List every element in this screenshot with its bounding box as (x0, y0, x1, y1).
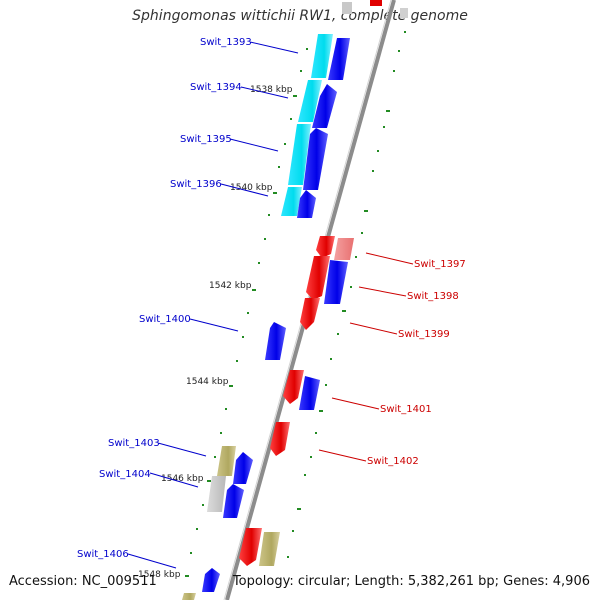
label-swit-1404[interactable]: Swit_1404 (99, 469, 151, 480)
label-swit-1400[interactable]: Swit_1400 (139, 314, 191, 325)
label-swit-1397[interactable]: Swit_1397 (414, 259, 466, 270)
gray-band-1404 (207, 476, 226, 512)
gene-swit-1402 (270, 422, 290, 456)
right-leaders (318, 252, 414, 462)
kbp-label-1542: 1542 kbp (209, 281, 252, 291)
right-gene-labels: Swit_1397 Swit_1398 Swit_1399 Swit_1401 … (367, 259, 466, 467)
label-swit-1399[interactable]: Swit_1399 (398, 329, 450, 340)
tick-scale-right (287, 31, 406, 558)
kbp-labels: 1538 kbp 1540 kbp 1542 kbp 1544 kbp 1546… (138, 85, 293, 580)
cyan-band-1396 (281, 187, 302, 216)
label-swit-1406[interactable]: Swit_1406 (77, 549, 129, 560)
gene-swit-1394 (312, 84, 337, 128)
label-swit-1402[interactable]: Swit_1402 (367, 456, 419, 467)
left-leaders (127, 41, 299, 569)
kbp-label-1548: 1548 kbp (138, 570, 181, 580)
gene-swit-1400 (265, 322, 286, 360)
label-swit-1398[interactable]: Swit_1398 (407, 291, 459, 302)
left-gene-labels: Swit_1393 Swit_1394 Swit_1395 Swit_1396 … (77, 37, 252, 560)
label-swit-1393[interactable]: Swit_1393 (200, 37, 252, 48)
kbp-label-1540: 1540 kbp (230, 183, 273, 193)
cyan-band-1394 (298, 80, 322, 122)
gene-swit-1401-blue (299, 376, 320, 410)
tick-scale-left (185, 48, 308, 577)
genome-summary-text: Topology: circular; Length: 5,382,261 bp… (232, 574, 590, 589)
gene-red-bottom (239, 528, 262, 566)
gene-swit-1397 (316, 236, 335, 258)
gene-swit-1403-blue (233, 452, 253, 484)
gene-swit-1398-blue (324, 260, 348, 304)
gene-swit-1401 (283, 370, 304, 404)
label-swit-1395[interactable]: Swit_1395 (180, 134, 232, 145)
kbp-label-1546: 1546 kbp (161, 474, 204, 484)
kbp-label-1538: 1538 kbp (250, 85, 293, 95)
label-swit-1396[interactable]: Swit_1396 (170, 179, 222, 190)
gene-olive-corner (182, 593, 196, 600)
gene-swit-1403-olive (217, 446, 236, 476)
cyan-band-1393 (311, 34, 333, 78)
gene-partial-top-red (370, 0, 382, 6)
label-swit-1401[interactable]: Swit_1401 (380, 404, 432, 415)
gene-swit-1398 (306, 256, 330, 300)
kbp-label-1544: 1544 kbp (186, 377, 229, 387)
map-title: Sphingomonas wittichii RW1, complete gen… (132, 8, 468, 24)
gene-swit-1399 (300, 298, 320, 330)
accession-text: Accession: NC_009511 (9, 574, 157, 589)
gene-partial-top-gray2 (400, 8, 408, 18)
gene-olive-bottom (259, 532, 280, 566)
gene-swit-1406 (202, 568, 220, 592)
gene-swit-1393 (328, 38, 350, 80)
gene-swit-1397-light (334, 238, 354, 260)
gene-partial-top-gray (342, 2, 352, 14)
cyan-band-1395 (288, 124, 311, 185)
label-swit-1394[interactable]: Swit_1394 (190, 82, 242, 93)
label-swit-1403[interactable]: Swit_1403 (108, 438, 160, 449)
gene-swit-1395 (303, 128, 328, 190)
gene-swit-1404-blue (223, 484, 244, 518)
gene-swit-1396 (297, 190, 316, 218)
